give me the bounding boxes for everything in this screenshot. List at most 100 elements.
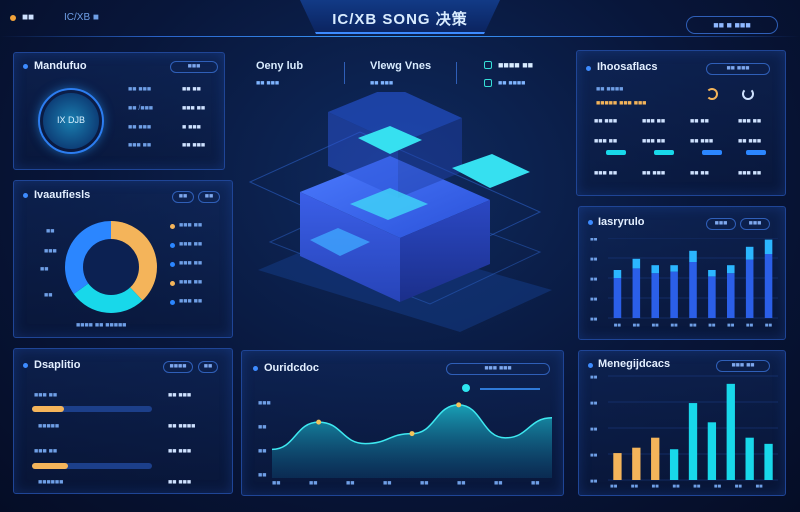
progress-label: ■■■ ■■ [34, 392, 58, 399]
status-grid-value: ■■ ■■ [690, 170, 709, 177]
progress-fill [32, 406, 65, 412]
title-plate [300, 0, 500, 34]
bar-x-label: ■■ [765, 323, 773, 329]
donut-side-label: ■■ [44, 292, 53, 299]
bar-x-label: ■■ [672, 484, 680, 490]
panel-trend-title: Ouridcdoc [264, 362, 320, 374]
trend-y-label: ■■ [258, 472, 267, 479]
ghost-cube-front [328, 112, 398, 198]
panel-overview-filter[interactable]: ■■■ [170, 61, 218, 73]
trend-x-label: ■■ [309, 480, 318, 487]
status-grid-value: ■■ ■■■ [594, 118, 618, 125]
bar-y-label: ■■ [590, 427, 598, 433]
donut-legend-label: ■■■ ■■ [179, 222, 203, 229]
bar-x-label: ■■ [610, 484, 618, 490]
status-grid-value: ■■ ■■ [690, 118, 709, 125]
trend-x-label: ■■ [494, 480, 503, 487]
bar-x-label: ■■ [693, 484, 701, 490]
header-action-button[interactable]: ■■ ■ ■■■ [686, 16, 778, 34]
donut-legend-item: ■■■ ■■ [170, 260, 230, 279]
trend-x-label: ■■ [383, 480, 392, 487]
panel-progress [13, 348, 233, 494]
bar-y-label: ■■ [590, 277, 598, 283]
bar-chart-blue: ■■ ■■ ■■ ■■ ■■ ■■ ■■ ■■ ■■ ■■ ■■ ■■ ■■ ■■ [590, 238, 778, 329]
panel-status-chip[interactable]: ■■ ■■■ [706, 63, 770, 75]
donut-legend-label: ■■■ ■■ [179, 298, 203, 305]
bar-x-label: ■■ [614, 323, 622, 329]
panel-distribution-chip[interactable]: ■■ [198, 191, 220, 203]
overview-row-label: ■■■ ■■ [128, 142, 152, 149]
isometric-illustration [248, 92, 552, 332]
donut-legend-item: ■■■ ■■ [170, 298, 230, 317]
bar-primary [651, 273, 659, 318]
panel-progress-chip[interactable]: ■■■■ [163, 361, 193, 373]
progress-value: ■■ ■■■■ [168, 423, 196, 430]
bar-secondary [727, 265, 735, 274]
center-stat-divider [456, 62, 457, 84]
panel-distribution-chip[interactable]: ■■ [172, 191, 194, 203]
overview-row-value: ■■■ ■■ [182, 105, 206, 112]
bar-primary [745, 259, 754, 318]
trend-y-label: ■■ [258, 448, 267, 455]
progress-track [32, 463, 152, 469]
status-grid: ■■ ■■■ ■■■ ■■ ■■ ■■ ■■■ ■■ ■■■ ■■ ■■■ ■■ ■■ ■■… [594, 118, 774, 188]
panel-trend-legend-chip[interactable]: ■■■ ■■■ [446, 363, 550, 375]
donut-legend: ■■■ ■■ ■■■ ■■ ■■■ ■■ ■■■ ■■ ■■■ ■■ [170, 222, 230, 317]
ranking-bar [632, 447, 641, 480]
bar-primary [727, 273, 735, 318]
ranking-bar [764, 443, 773, 480]
area-peak-point [456, 402, 462, 408]
progress-label: ■■■ ■■ [34, 448, 58, 455]
panel-marker-icon [23, 64, 28, 69]
overview-row-label: ■■ ■■■ [128, 86, 152, 93]
panel-bars-chip[interactable]: ■■■ [706, 218, 736, 230]
bar-x-label: ■■ [670, 323, 678, 329]
progress-label: ■■■■■■ [38, 479, 64, 486]
bar-chart-mixed: ■■ ■■ ■■ ■■ ■■ ■■ ■■ ■■ ■■ ■■ ■■ ■■ ■■ [590, 375, 778, 490]
bar-x-label: ■■ [652, 484, 660, 490]
bar-secondary [651, 265, 659, 274]
panel-ranking-title: Menegijdcacs [598, 358, 671, 370]
bar-y-label: ■■ [590, 297, 598, 303]
area-peak-point [409, 431, 415, 437]
status-row-label: ■■ ■■■■ [596, 86, 624, 93]
panel-marker-icon [588, 220, 593, 225]
trend-y-label: ■■ [258, 424, 267, 431]
trend-y-label: ■■■ [258, 400, 271, 407]
status-grid-value: ■■■ ■■ [738, 118, 762, 125]
bar-y-label: ■■ [590, 453, 598, 459]
progress-fill [32, 463, 68, 469]
panel-marker-icon [588, 363, 593, 368]
area-peak-point [316, 419, 322, 425]
bar-x-label: ■■ [631, 484, 639, 490]
progress-value: ■■ ■■■ [168, 448, 192, 455]
panel-bars-chip[interactable]: ■■■ [740, 218, 770, 230]
center-stat-title: Vlewg Vnes [370, 60, 432, 72]
bar-secondary [689, 250, 697, 262]
center-stat-title: Oeny lub [256, 60, 304, 72]
ranking-bar [745, 437, 754, 480]
panel-progress-chip[interactable]: ■■ [198, 361, 218, 373]
trend-x-label: ■■ [420, 480, 429, 487]
center-stat-value: ■■ ■■■■ [498, 80, 526, 87]
panel-marker-icon [253, 366, 258, 371]
bar-x-label: ■■ [708, 323, 716, 329]
legend-dot-icon [170, 262, 175, 267]
status-grid-value: ■■■ ■■ [642, 118, 666, 125]
bar-x-label: ■■ [689, 323, 697, 329]
ranking-bar [726, 383, 735, 480]
status-indicator [654, 150, 674, 155]
ring-gauge [38, 88, 104, 154]
bar-y-label: ■■ [590, 375, 598, 381]
bar-primary [613, 278, 622, 318]
legend-dot-icon [170, 224, 175, 229]
ghost-cube-top [328, 92, 462, 144]
status-indicator [702, 150, 722, 155]
donut-side-label: ■■■ [44, 248, 57, 255]
ranking-bar [613, 453, 622, 480]
trend-x-label: ■■ [272, 480, 281, 487]
panel-ranking-chip[interactable]: ■■■ ■■ [716, 360, 770, 372]
status-grid-value: ■■ ■■■ [690, 138, 714, 145]
legend-dot-icon [170, 281, 175, 286]
cyan-tile-top [358, 126, 422, 154]
